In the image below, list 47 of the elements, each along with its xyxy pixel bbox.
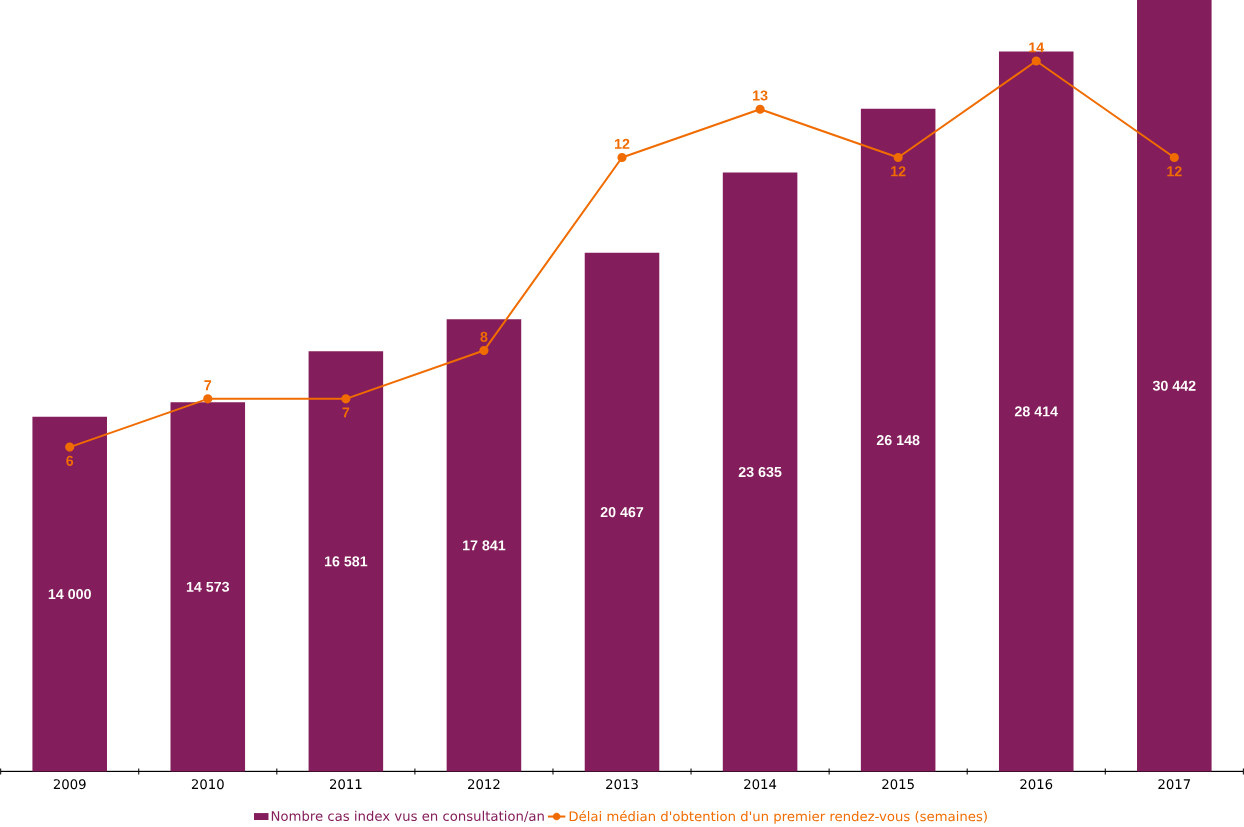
data-label: 14 573 xyxy=(186,581,230,593)
data-label: 8 xyxy=(480,331,488,343)
bar xyxy=(446,319,522,772)
data-label: 12 xyxy=(1167,166,1182,177)
bar xyxy=(584,252,660,772)
x-tick-label: 2014 xyxy=(744,779,777,790)
x-tick-label: 2011 xyxy=(329,779,362,790)
data-label: 17 841 xyxy=(463,540,506,551)
data-label: 20 467 xyxy=(600,507,644,518)
point xyxy=(1031,56,1041,66)
data-label: 30 442 xyxy=(1152,380,1196,391)
point xyxy=(203,394,213,404)
point xyxy=(65,442,75,452)
bar xyxy=(860,108,936,772)
legend-label: Nombre cas index vus en consultation/an xyxy=(271,810,544,823)
x-tick-label: 2012 xyxy=(468,779,500,790)
bar xyxy=(170,402,246,772)
x-tick-label: 2010 xyxy=(191,779,224,790)
data-label: 14 xyxy=(1029,42,1045,53)
point xyxy=(617,153,627,163)
x-tick-label: 2017 xyxy=(1158,779,1191,790)
bar xyxy=(308,351,384,772)
point xyxy=(1169,153,1179,163)
data-label: 14 000 xyxy=(48,589,91,600)
bar xyxy=(32,416,107,772)
data-label: 13 xyxy=(753,90,768,101)
x-tick-label: 2013 xyxy=(606,779,638,790)
point xyxy=(755,104,765,114)
bar xyxy=(722,172,798,772)
point xyxy=(479,346,489,356)
point xyxy=(341,394,351,404)
legend-label: Délai médian d'obtention d'un premier rendez-vous (semaines) xyxy=(569,810,987,824)
x-tick-label: 2015 xyxy=(882,779,914,790)
point xyxy=(893,153,903,163)
data-label: 28 414 xyxy=(1014,406,1058,417)
data-label: 16 581 xyxy=(324,556,368,567)
bar xyxy=(1137,0,1212,772)
data-label: 26 148 xyxy=(876,435,920,446)
bar xyxy=(998,51,1074,772)
data-label: 6 xyxy=(66,455,74,467)
data-label: 12 xyxy=(614,139,630,149)
x-tick-label: 2016 xyxy=(1020,779,1053,790)
data-label: 7 xyxy=(342,407,350,418)
data-label: 23 635 xyxy=(738,467,782,478)
x-tick-label: 2009 xyxy=(53,779,86,790)
data-label: 7 xyxy=(204,380,212,391)
data-label: 12 xyxy=(891,166,906,177)
